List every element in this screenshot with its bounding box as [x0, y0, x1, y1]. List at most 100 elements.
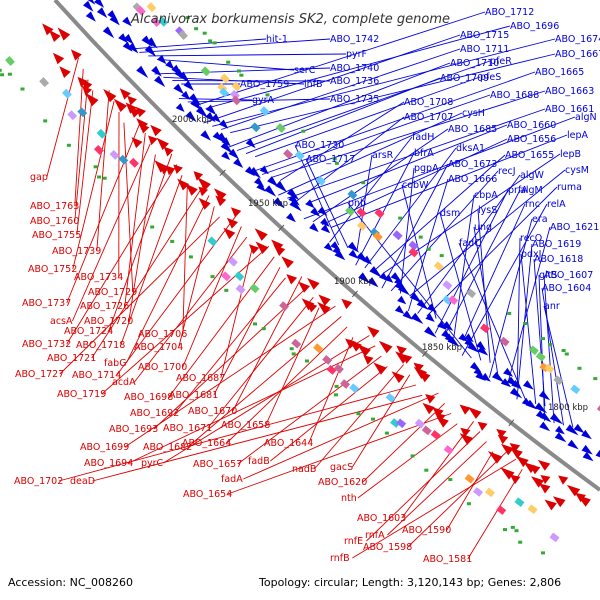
marker-dot [333, 393, 338, 397]
forward-gene-arrow [273, 197, 285, 209]
reverse-gene-label: ABO_1727 [15, 369, 64, 380]
forward-gene-arrow [122, 41, 133, 52]
forward-gene-label: fadC [459, 238, 481, 249]
forward-gene-label: ABO_1604 [542, 283, 591, 294]
reverse-gene-label: ABO_1714 [72, 370, 121, 381]
reverse-gene-label: ABO_1739 [52, 246, 101, 257]
feature-block [414, 418, 425, 429]
reverse-gene-label: rnfB [330, 553, 350, 564]
reverse-gene-arrow [80, 79, 93, 91]
reverse-gene-label: ABO_1699 [80, 442, 129, 453]
marker-dot [150, 225, 155, 229]
forward-gene-arrow [310, 207, 321, 217]
reverse-gene-label: fadB [248, 456, 270, 467]
marker-dot [291, 352, 296, 356]
marker-dot [202, 31, 207, 35]
forward-leader-line [227, 62, 451, 148]
marker-dot [253, 322, 257, 326]
reverse-gene-arrow [539, 483, 551, 494]
feature-block [396, 418, 407, 429]
forward-gene-arrow [398, 284, 410, 296]
reverse-gene-arrow [215, 195, 227, 207]
reverse-gene-label: ABO_1687 [176, 373, 225, 384]
kbp-tick-label: 1950 kbp [248, 199, 288, 209]
marker-dot [0, 73, 5, 77]
marker-dot [224, 288, 229, 292]
forward-gene-label: ABO_1618 [534, 254, 583, 265]
forward-gene-label: ABO_1663 [545, 86, 594, 97]
marker-dot [20, 87, 25, 91]
forward-leader-line [407, 178, 449, 312]
forward-gene-arrow [567, 439, 579, 450]
reverse-gene-label: nth [341, 493, 357, 504]
reverse-gene-arrow [487, 451, 503, 464]
reverse-gene-label: ABO_1657 [193, 459, 242, 470]
forward-leader-line [148, 53, 347, 57]
marker-dot [510, 525, 515, 529]
forward-gene-label: ABO_1666 [448, 174, 497, 185]
reverse-gene-label: ABO_1664 [182, 438, 231, 449]
reverse-leader-line [220, 247, 253, 379]
reverse-leader-line [407, 448, 510, 548]
marker-dot [541, 551, 545, 555]
feature-block [259, 106, 270, 117]
reverse-leader-line [227, 413, 452, 495]
reverse-leader-line [237, 355, 382, 465]
forward-gene-label: lysS [478, 205, 497, 216]
reverse-gene-label: ABO_1682 [143, 442, 192, 453]
forward-gene-arrow [348, 249, 359, 259]
feature-block [5, 56, 15, 66]
forward-leader-line [305, 158, 349, 248]
marker-dot [384, 431, 389, 435]
feature-block [408, 247, 419, 258]
reverse-gene-arrow [422, 402, 435, 415]
reverse-leader-line [128, 345, 376, 464]
reverse-leader-line [91, 184, 205, 359]
marker-dot [332, 157, 337, 161]
forward-gene-label: pnb [348, 198, 366, 209]
forward-gene-arrow [347, 241, 360, 253]
marker-dot [561, 349, 566, 352]
forward-gene-label: ABO_1607 [544, 270, 593, 281]
forward-gene-arrow [539, 421, 551, 432]
feature-block [408, 240, 419, 251]
reverse-gene-arrow [396, 345, 407, 356]
forward-gene-arrow [94, 0, 105, 8]
forward-gene-label: algN [575, 112, 597, 123]
feature-block [527, 504, 538, 515]
genome-backbone [53, 0, 600, 492]
forward-gene-label: ABO_1759 [240, 79, 289, 90]
forward-gene-arrow [317, 206, 328, 216]
forward-gene-arrow [573, 423, 585, 434]
forward-gene-arrow [175, 103, 185, 112]
reverse-leader-line [362, 402, 446, 483]
marker-dot [564, 352, 569, 356]
kbp-tick-mark [219, 169, 226, 176]
reverse-gene-arrow [57, 27, 71, 41]
reverse-gene-arrow [198, 186, 209, 197]
forward-gene-label: ABO_1710 [450, 58, 499, 69]
reverse-gene-arrow [135, 106, 146, 118]
reverse-gene-label: ABO_1702 [14, 476, 63, 487]
forward-leader-line [520, 253, 537, 404]
reverse-gene-arrow [148, 135, 158, 146]
forward-gene-arrow [323, 242, 333, 252]
reverse-gene-label: gacS [330, 462, 353, 473]
forward-gene-arrow [582, 451, 594, 462]
marker-dot [424, 468, 429, 472]
feature-block [207, 236, 218, 247]
forward-gene-arrow [362, 255, 372, 265]
marker-dot [334, 384, 339, 388]
forward-gene-label: era [532, 214, 548, 225]
marker-dot [426, 247, 431, 251]
marker-dot [208, 39, 213, 43]
forward-gene-label: ABO_1735 [330, 94, 379, 105]
marker-dot [398, 216, 403, 220]
reverse-gene-arrow [501, 443, 514, 456]
marker-dot [410, 454, 415, 458]
reverse-gene-arrow [373, 362, 387, 375]
forward-gene-arrow [228, 148, 240, 160]
reverse-gene-label: ABO_1752 [28, 264, 77, 275]
marker-dot [97, 175, 102, 179]
reverse-gene-label: ABO_1704 [134, 342, 183, 353]
